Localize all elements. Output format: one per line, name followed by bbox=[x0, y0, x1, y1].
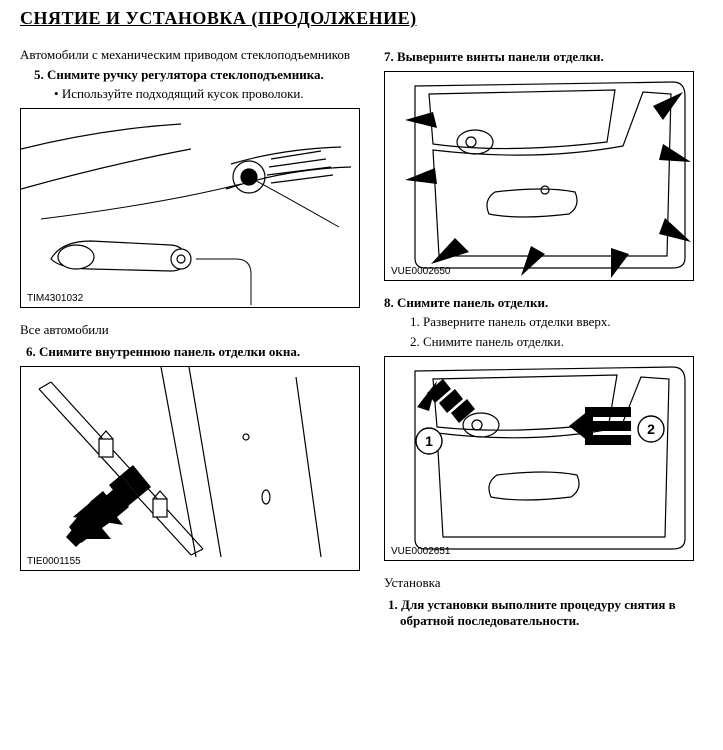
figure-2-code: TIE0001155 bbox=[27, 556, 81, 567]
step-8-sub2: 2. Снимите панель отделки. bbox=[410, 334, 704, 350]
page-title: СНЯТИЕ И УСТАНОВКА (ПРОДОЛЖЕНИЕ) bbox=[20, 8, 709, 29]
page: СНЯТИЕ И УСТАНОВКА (ПРОДОЛЖЕНИЕ) Автомоб… bbox=[0, 0, 723, 750]
left-intro: Автомобили с механическим приводом стекл… bbox=[20, 47, 360, 63]
figure-2: TIE0001155 bbox=[20, 366, 360, 571]
step-7: 7. Выверните винты панели отделки. bbox=[384, 49, 704, 65]
all-vehicles-heading: Все автомобили bbox=[20, 322, 360, 338]
step-5-sub: Используйте подходящий кусок проволоки. bbox=[54, 86, 360, 102]
step-8-sub1: 1. Разверните панель отделки вверх. bbox=[410, 314, 704, 330]
left-column: Автомобили с механическим приводом стекл… bbox=[20, 47, 360, 632]
install-heading: Установка bbox=[384, 575, 704, 591]
columns: Автомобили с механическим приводом стекл… bbox=[20, 47, 709, 632]
figure-4: 1 2 VUE0002651 bbox=[384, 356, 694, 561]
step-8: 8. Снимите панель отделки. bbox=[384, 295, 704, 311]
figure-1-code: TIM4301032 bbox=[27, 293, 84, 304]
figure-1: TIM4301032 bbox=[20, 108, 360, 308]
install-step-1: 1. Для установки выполните процедуру сня… bbox=[384, 597, 704, 630]
right-column: 7. Выверните винты панели отделки. bbox=[384, 47, 704, 632]
svg-text:2: 2 bbox=[647, 421, 655, 437]
figure-3-code: VUE0002650 bbox=[391, 266, 451, 277]
figure-4-code: VUE0002651 bbox=[391, 546, 451, 557]
svg-text:1: 1 bbox=[425, 433, 433, 449]
figure-3: VUE0002650 bbox=[384, 71, 694, 281]
step-6: 6. Снимите внутреннюю панель отделки окн… bbox=[20, 344, 360, 360]
step-5: 5. Снимите ручку регулятора стеклоподъем… bbox=[20, 67, 360, 83]
